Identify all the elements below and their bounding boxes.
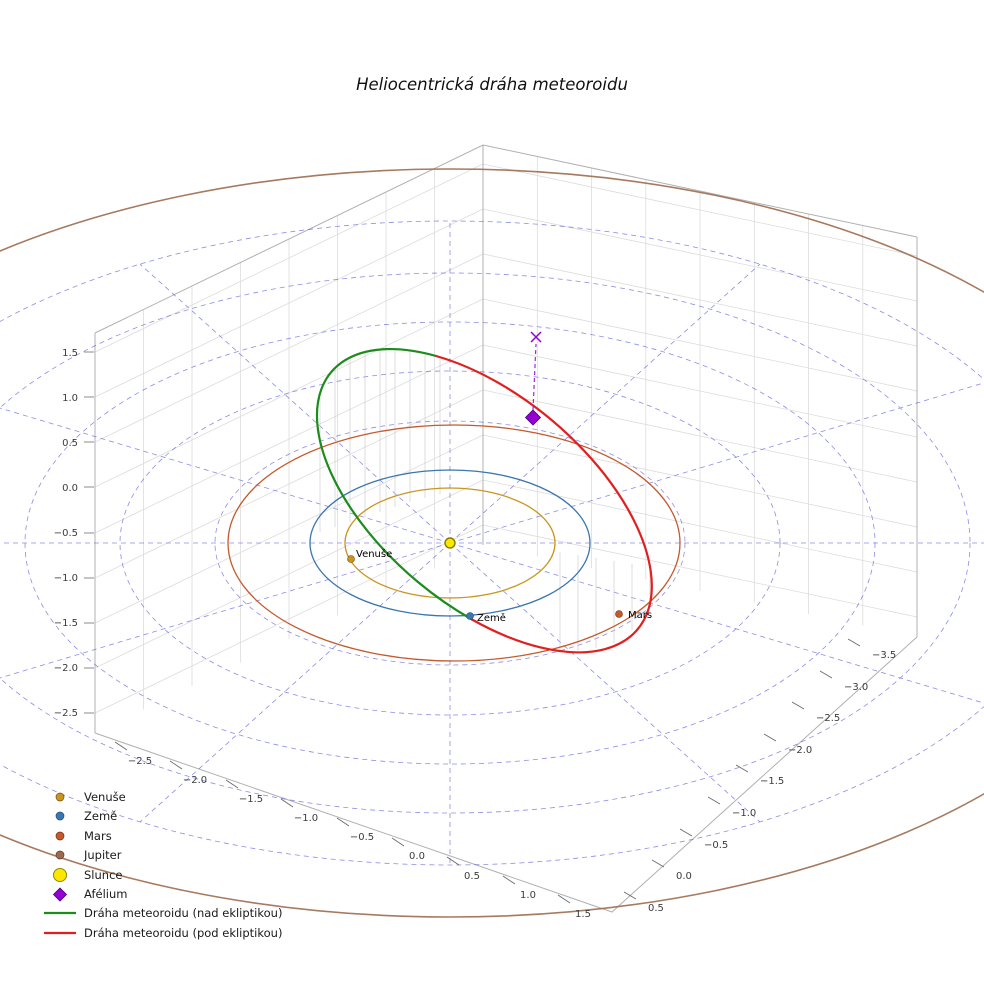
- x-tick-label: −2.5: [128, 756, 152, 767]
- z-tick-label: −2.5: [54, 708, 78, 719]
- chart-title: Heliocentrická dráha meteoroidu: [356, 75, 628, 94]
- legend-label-earth: Země: [84, 809, 117, 823]
- venus-orbit-path: [344, 487, 556, 599]
- z-tick-label: −0.5: [54, 528, 78, 539]
- z-tick-label: 1.5: [62, 348, 78, 359]
- venus-label: Venuše: [356, 548, 392, 560]
- polar-grid-ring: [0, 272, 971, 814]
- aphelion-marker: [524, 409, 542, 426]
- x-tick-label: 0.5: [464, 871, 480, 882]
- axes-box-edges: [94, 144, 918, 913]
- y-tick-label: −1.5: [760, 776, 784, 787]
- meteoroid-orbit-below-ecliptic: [434, 354, 653, 654]
- polar-grid-spokes: [0, 221, 984, 865]
- legend-marker-mars: [55, 831, 65, 841]
- polar-grid-ring: [24, 321, 876, 765]
- x-tick-label: 0.0: [409, 851, 425, 862]
- legend-marker-jupiter: [55, 850, 65, 860]
- earth-orbit-path: [309, 469, 591, 617]
- legend-marker-sun: [53, 868, 67, 882]
- polar-grid-ring: [214, 420, 686, 666]
- x-tick-label: 1.5: [575, 909, 591, 920]
- y-axis-tick-labels: −3.5 −3.0 −2.5 −2.0 −1.5 −1.0 −0.5 0.0 0…: [648, 650, 896, 914]
- x-marker: [530, 331, 542, 343]
- x-tick-label: −2.0: [183, 775, 207, 786]
- z-tick-label: 0.5: [62, 438, 78, 449]
- legend-label-mars: Mars: [84, 829, 112, 843]
- earth-label: Země: [477, 612, 506, 624]
- x-tick-label: −1.5: [239, 794, 263, 805]
- legend-label-jupiter: Jupiter: [83, 848, 122, 862]
- legend-label-orbit-above: Dráha meteoroidu (nad ekliptikou): [84, 906, 282, 920]
- y-axis-ticks: [623, 638, 861, 900]
- z-tick-label: 0.0: [62, 483, 78, 494]
- y-tick-label: −0.5: [704, 840, 728, 851]
- right-wall-grid: [482, 156, 918, 626]
- x-axis-ticks: [114, 741, 571, 904]
- polar-grid-ring: [119, 370, 781, 716]
- polar-grid-ring: [0, 220, 984, 866]
- x-tick-label: −0.5: [350, 832, 374, 843]
- legend-marker-aphelion: [52, 887, 68, 902]
- z-axis-ticks: [84, 351, 94, 714]
- z-tick-label: 1.0: [62, 393, 78, 404]
- z-tick-label: −2.0: [54, 663, 78, 674]
- x-tick-label: −1.0: [294, 813, 318, 824]
- legend-marker-venus: [55, 792, 65, 802]
- x-tick-label: 1.0: [520, 890, 536, 901]
- orbit-stem-lines: [319, 349, 651, 651]
- y-tick-label: −3.5: [872, 650, 896, 661]
- y-tick-label: 0.5: [648, 903, 664, 914]
- y-tick-label: −1.0: [732, 808, 756, 819]
- x-axis-tick-labels: −2.5 −2.0 −1.5 −1.0 −0.5 0.0 0.5 1.0 1.5: [128, 756, 591, 920]
- earth-marker: [466, 612, 474, 620]
- legend-label-sun: Slunce: [84, 868, 122, 882]
- legend-label-venus: Venuše: [84, 790, 126, 804]
- z-tick-label: −1.0: [54, 573, 78, 584]
- ecliptic-polar-grid: [0, 220, 984, 866]
- sun-marker: [444, 537, 456, 549]
- jupiter-orbit-path: [0, 168, 984, 918]
- legend: Venuše Země Mars Jupiter Slunce Afélium …: [44, 790, 282, 940]
- y-tick-label: −2.5: [816, 713, 840, 724]
- mars-label: Mars: [628, 610, 652, 621]
- z-tick-label: −1.5: [54, 618, 78, 629]
- y-tick-label: −2.0: [788, 745, 812, 756]
- venus-marker: [347, 555, 355, 563]
- z-axis-tick-labels: 1.5 1.0 0.5 0.0 −0.5 −1.0 −1.5 −2.0 −2.5: [54, 348, 78, 719]
- meteoroid-orbit-above-ecliptic: [315, 347, 474, 621]
- mars-marker: [615, 610, 623, 618]
- legend-marker-earth: [55, 811, 65, 821]
- legend-label-aphelion: Afélium: [84, 887, 127, 901]
- legend-label-orbit-below: Dráha meteoroidu (pod ekliptikou): [84, 926, 282, 940]
- y-tick-label: −3.0: [844, 682, 868, 693]
- mars-orbit-path: [227, 424, 681, 662]
- y-tick-label: 0.0: [676, 871, 692, 882]
